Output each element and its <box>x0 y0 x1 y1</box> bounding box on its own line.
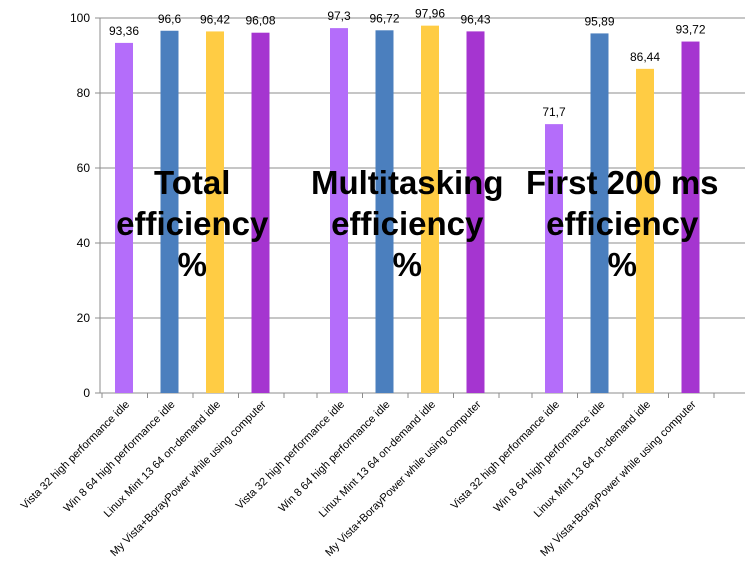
bar <box>590 33 609 393</box>
group-title-line: efficiency <box>546 205 699 242</box>
data-label: 96,6 <box>158 12 182 26</box>
bar <box>545 124 563 393</box>
bar <box>466 31 485 393</box>
y-tick-label: 80 <box>77 86 91 100</box>
data-label: 93,36 <box>109 24 139 38</box>
y-tick-label: 60 <box>77 161 91 175</box>
data-label: 96,43 <box>460 12 490 26</box>
data-label: 86,44 <box>630 50 660 64</box>
data-label: 97,3 <box>327 9 351 23</box>
bar <box>251 32 270 393</box>
y-tick-label: 100 <box>70 11 90 25</box>
bar <box>160 30 179 393</box>
group-title-line: First 200 ms <box>526 164 719 201</box>
x-category-label: My Vista+BorayPower while using computer <box>538 398 699 559</box>
group-title-line: Multitasking <box>311 164 504 201</box>
data-label: 95,89 <box>584 14 614 28</box>
bar <box>421 25 439 394</box>
group-title-line: efficiency <box>331 205 484 242</box>
y-tick-label: 0 <box>83 386 90 400</box>
x-category-label: My Vista+BorayPower while using computer <box>108 398 269 559</box>
data-label: 96,08 <box>245 14 275 28</box>
bar <box>115 42 133 394</box>
group-title-line: efficiency <box>116 205 269 242</box>
data-label: 93,72 <box>675 23 705 37</box>
x-category-label: My Vista+BorayPower while using computer <box>323 398 484 559</box>
y-tick-label: 20 <box>77 311 91 325</box>
group-title-line: % <box>178 246 207 283</box>
bar <box>375 30 394 394</box>
data-label: 71,7 <box>542 105 566 119</box>
group-title-line: % <box>608 246 637 283</box>
bar <box>330 28 348 393</box>
bar <box>206 31 224 394</box>
group-title-line: Total <box>154 164 230 201</box>
data-label: 96,42 <box>200 12 230 26</box>
y-tick-label: 40 <box>77 236 91 250</box>
group-title-line: % <box>393 246 422 283</box>
bar <box>681 41 700 394</box>
data-label: 96,72 <box>369 11 399 25</box>
bar <box>636 68 654 393</box>
data-label: 97,96 <box>415 7 445 21</box>
